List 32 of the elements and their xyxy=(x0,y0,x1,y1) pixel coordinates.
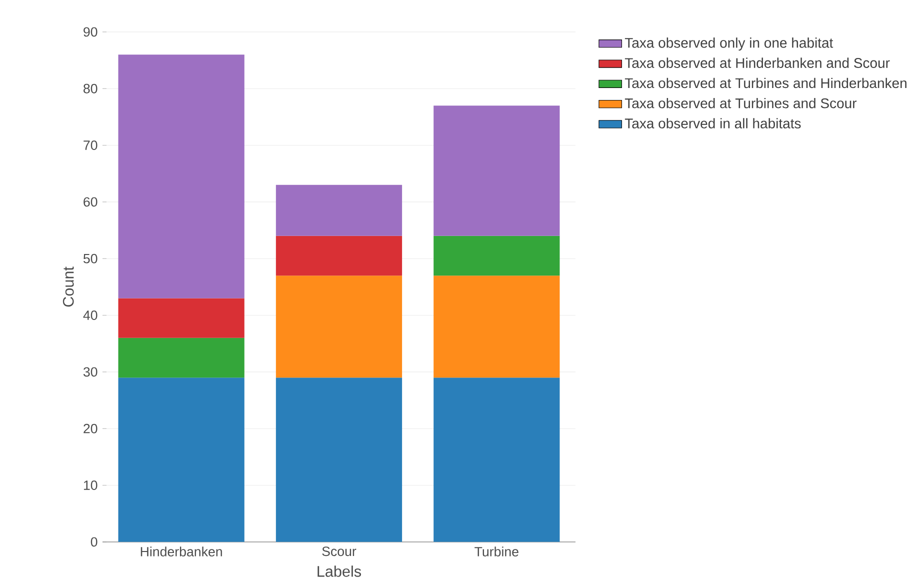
x-tick-label: Turbine xyxy=(474,546,518,556)
y-tick-label: 10 xyxy=(84,480,98,490)
bar xyxy=(118,338,244,378)
y-tick-label: 50 xyxy=(83,254,98,264)
y-tick-label: 40 xyxy=(83,310,98,320)
bar xyxy=(434,105,560,236)
y-tick-label: 90 xyxy=(84,27,98,37)
bar xyxy=(434,377,560,542)
y-tick-label: 30 xyxy=(83,367,98,376)
x-tick-label: Scour xyxy=(322,546,356,556)
legend-label: Taxa observed at Hinderbanken and Scour xyxy=(624,58,890,68)
legend-label: Taxa observed at Turbines and Hinderbanken xyxy=(624,78,906,88)
legend-label: Taxa observed in all habitats xyxy=(624,118,801,128)
bar xyxy=(118,54,244,298)
bar xyxy=(276,275,402,378)
bar xyxy=(434,275,560,378)
bar xyxy=(276,184,402,236)
y-tick-label: 20 xyxy=(84,424,98,434)
x-axis-title: Labels xyxy=(318,565,362,577)
bar xyxy=(118,377,244,542)
bar xyxy=(434,236,560,276)
y-tick-label: 60 xyxy=(84,197,98,207)
bar xyxy=(118,298,244,338)
y-tick-label: 70 xyxy=(84,140,98,150)
y-tick-label: 80 xyxy=(84,84,98,94)
y-axis-title: Count xyxy=(62,266,74,306)
x-tick-label: Hinderbanken xyxy=(140,546,222,556)
legend-label: Taxa observed only in one habitat xyxy=(624,37,834,50)
y-tick-label: 0 xyxy=(90,537,98,546)
bar xyxy=(276,377,402,542)
legend-label: Taxa observed at Turbines and Scour xyxy=(624,98,857,108)
bar xyxy=(276,236,402,276)
